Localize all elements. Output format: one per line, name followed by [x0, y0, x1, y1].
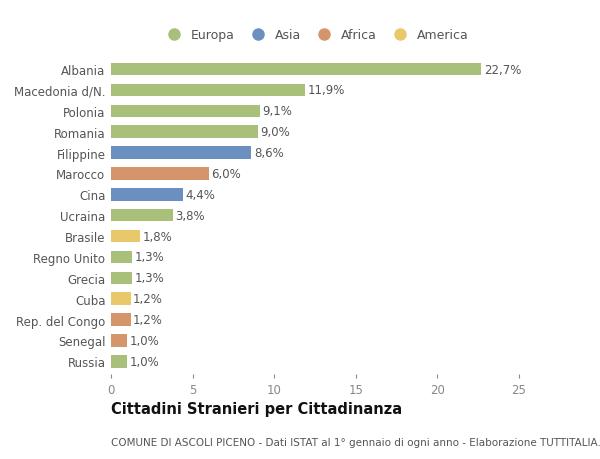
- Text: 1,2%: 1,2%: [133, 313, 163, 326]
- Bar: [111, 251, 132, 263]
- Bar: [111, 230, 140, 243]
- Bar: [111, 272, 132, 285]
- Bar: [111, 64, 481, 76]
- Bar: [111, 355, 127, 368]
- Legend: Europa, Asia, Africa, America: Europa, Asia, Africa, America: [157, 26, 473, 46]
- Text: 9,0%: 9,0%: [260, 126, 290, 139]
- Text: Cittadini Stranieri per Cittadinanza: Cittadini Stranieri per Cittadinanza: [111, 401, 402, 416]
- Text: 8,6%: 8,6%: [254, 147, 284, 160]
- Text: 1,3%: 1,3%: [134, 251, 164, 264]
- Bar: [111, 189, 183, 201]
- Text: 1,8%: 1,8%: [143, 230, 173, 243]
- Text: 22,7%: 22,7%: [484, 63, 521, 76]
- Bar: [111, 313, 131, 326]
- Text: 1,2%: 1,2%: [133, 292, 163, 306]
- Text: 9,1%: 9,1%: [262, 105, 292, 118]
- Bar: [111, 147, 251, 159]
- Bar: [111, 126, 258, 139]
- Bar: [111, 209, 173, 222]
- Text: 1,0%: 1,0%: [130, 334, 160, 347]
- Text: 1,0%: 1,0%: [130, 355, 160, 368]
- Bar: [111, 293, 131, 305]
- Text: 3,8%: 3,8%: [175, 209, 205, 222]
- Bar: [111, 168, 209, 180]
- Text: COMUNE DI ASCOLI PICENO - Dati ISTAT al 1° gennaio di ogni anno - Elaborazione T: COMUNE DI ASCOLI PICENO - Dati ISTAT al …: [111, 437, 600, 447]
- Text: 11,9%: 11,9%: [308, 84, 345, 97]
- Bar: [111, 84, 305, 97]
- Bar: [111, 335, 127, 347]
- Bar: [111, 105, 260, 118]
- Text: 1,3%: 1,3%: [134, 272, 164, 285]
- Text: 6,0%: 6,0%: [211, 168, 241, 180]
- Text: 4,4%: 4,4%: [185, 188, 215, 202]
